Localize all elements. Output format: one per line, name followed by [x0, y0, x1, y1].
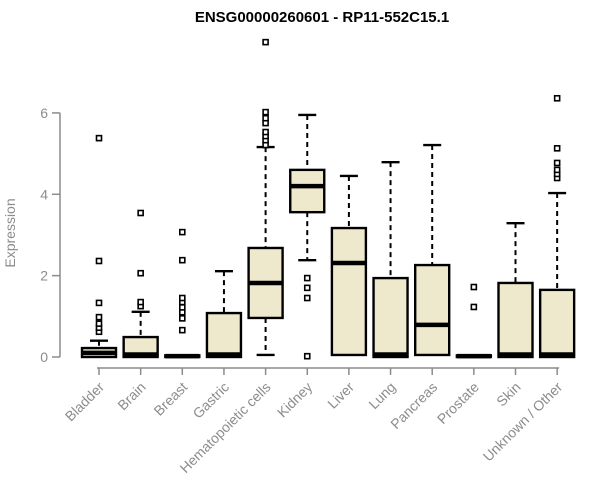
- outlier-point: [262, 38, 269, 46]
- x-category-label: Skin: [493, 379, 524, 410]
- box-group-kidney: [289, 113, 326, 360]
- x-category-label: Brain: [114, 379, 148, 413]
- box-group-gastric: [205, 269, 243, 359]
- box-group-liver: [330, 174, 368, 357]
- outlier-point: [179, 315, 186, 322]
- y-tick-label: 4: [40, 186, 48, 202]
- box-group-brain: [122, 209, 159, 359]
- outlier-point: [470, 283, 478, 291]
- box-group-skin: [497, 221, 534, 359]
- outlier-point: [553, 166, 561, 174]
- x-category-label: Kidney: [274, 379, 316, 421]
- outlier-point: [95, 134, 103, 142]
- outlier-point: [179, 256, 186, 264]
- x-category-label: Lung: [365, 379, 398, 412]
- outlier-point: [137, 209, 144, 217]
- y-tick-label: 0: [40, 349, 48, 365]
- outlier-point: [262, 114, 269, 122]
- outlier-point: [137, 269, 144, 277]
- outlier-point: [95, 257, 103, 265]
- outlier-point: [303, 284, 311, 292]
- outlier-point: [179, 228, 186, 236]
- outlier-point: [553, 94, 561, 102]
- outlier-point: [95, 313, 103, 321]
- box-group-bladder: [80, 134, 118, 359]
- outlier-point: [303, 294, 311, 302]
- box-rect: [538, 288, 576, 359]
- x-category-label: Bladder: [62, 379, 108, 425]
- box-rect: [414, 263, 451, 357]
- outlier-point: [553, 145, 561, 152]
- box-group-pancreas: [414, 143, 451, 357]
- box-rect: [372, 276, 409, 359]
- outlier-point: [470, 303, 478, 311]
- box-rect: [497, 281, 534, 359]
- outlier-point: [553, 159, 561, 167]
- x-category-label: Liver: [324, 379, 357, 412]
- box-rect: [289, 168, 326, 214]
- outlier-point: [95, 299, 103, 307]
- x-category-label: Breast: [150, 379, 190, 419]
- box-group-lung: [372, 160, 409, 359]
- x-category-label: Prostate: [434, 379, 482, 427]
- outlier-point: [179, 294, 186, 302]
- outlier-point: [179, 304, 186, 311]
- box-group-hematopoietic-cells: [247, 38, 284, 357]
- y-axis-label: Expression: [2, 198, 18, 267]
- box-group-prostate: [455, 283, 493, 359]
- outlier-point: [262, 108, 269, 116]
- y-tick-label: 2: [40, 268, 48, 284]
- outlier-point: [95, 320, 103, 327]
- x-category-label: Unknown / Other: [480, 379, 566, 465]
- y-tick-label: 6: [40, 105, 48, 121]
- box-rect: [205, 311, 243, 359]
- boxes-layer: [80, 38, 576, 360]
- outlier-point: [303, 274, 311, 282]
- box-group-unknown-other: [538, 94, 576, 359]
- outlier-point: [262, 128, 269, 136]
- chart-title: ENSG00000260601 - RP11-552C15.1: [195, 9, 449, 26]
- box-rect: [330, 226, 368, 357]
- outlier-point: [303, 352, 311, 360]
- box-group-breast: [164, 228, 201, 359]
- outlier-point: [137, 298, 144, 306]
- outlier-point: [179, 326, 186, 334]
- box-rect: [122, 335, 159, 359]
